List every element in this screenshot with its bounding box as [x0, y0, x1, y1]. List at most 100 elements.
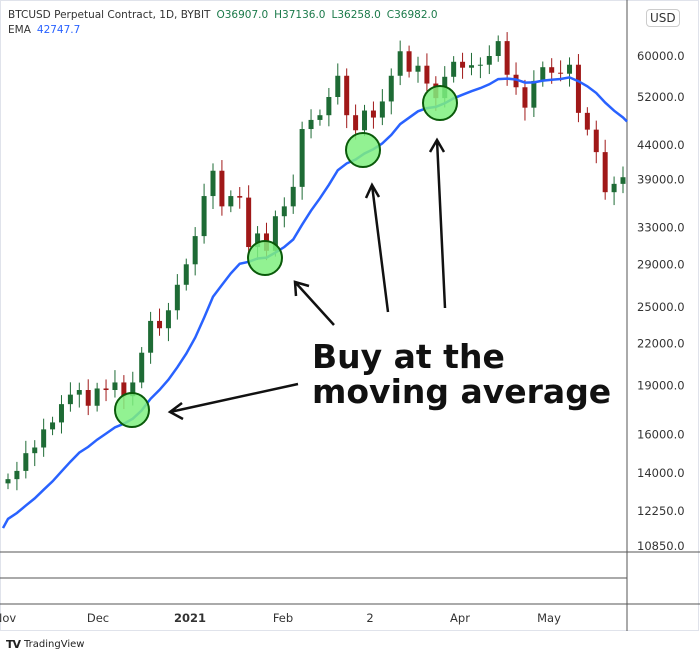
candle-body [237, 196, 243, 198]
chart-frame [0, 0, 699, 631]
x-tick-label: May [537, 611, 561, 625]
y-tick-label: 12250.0 [637, 504, 685, 518]
candle-body [246, 197, 252, 248]
candle-body [148, 320, 154, 353]
open-value: O36907.0 [216, 9, 269, 21]
candle-body [219, 170, 225, 207]
tradingview-logo[interactable]: TV TradingView [6, 638, 84, 651]
candle-body [558, 72, 564, 74]
x-tick-label: Apr [450, 611, 470, 625]
y-tick-label: 19000.0 [637, 378, 685, 392]
candle-body [415, 65, 421, 72]
candle-body [183, 264, 189, 285]
brand-name: TradingView [24, 639, 85, 650]
buy-point-marker [345, 132, 381, 168]
candle-body [139, 352, 145, 383]
candle-body [477, 64, 483, 66]
candle-body [522, 87, 528, 108]
candle-body [451, 61, 457, 77]
candle-body [611, 183, 617, 193]
candle-body [379, 101, 385, 118]
chart-legend: BTCUSD Perpetual Contract, 1D, BYBIT O369… [8, 8, 438, 38]
candle-body [575, 64, 581, 113]
candle-body [406, 51, 412, 72]
candle-body [130, 382, 136, 397]
candle-body [5, 479, 11, 484]
buy-point-marker [114, 392, 150, 428]
candle-body [165, 310, 171, 329]
candle-body [468, 65, 474, 68]
candle-body [174, 284, 180, 311]
annotation-line2: moving average [312, 372, 611, 411]
y-tick-label: 39000.0 [637, 172, 685, 186]
candle-body [460, 61, 466, 68]
candle-body [290, 186, 296, 207]
candle-body [495, 41, 501, 56]
y-tick-label: 60000.0 [637, 49, 685, 63]
candle-body [540, 67, 546, 81]
buy-point-marker [422, 85, 458, 121]
x-tick-label: Nov [0, 611, 16, 625]
ema-value: 42747.7 [36, 24, 81, 36]
candle-body [344, 75, 350, 116]
candle-body [272, 216, 278, 251]
annotation-line1: Buy at the [312, 337, 505, 376]
y-tick-label: 33000.0 [637, 220, 685, 234]
candle-body [362, 110, 368, 131]
ema-label: EMA [8, 24, 31, 36]
candle-body [121, 382, 127, 397]
buy-point-marker [247, 240, 283, 276]
y-tick-label: 22000.0 [637, 336, 685, 350]
currency-button[interactable]: USD [646, 9, 680, 27]
candle-body [513, 74, 519, 88]
symbol-title: BTCUSD Perpetual Contract, 1D, BYBIT [8, 9, 211, 21]
candle-body [201, 196, 207, 237]
candle-body [388, 75, 394, 102]
candle-body [50, 422, 56, 430]
high-value: H37136.0 [274, 9, 326, 21]
price-chart[interactable]: 60000.0 52000.0 44000.0 39000.0 33000.0 29000… [0, 0, 700, 640]
candle-body [326, 96, 332, 116]
candle-body [370, 110, 376, 118]
candle-body [549, 67, 555, 73]
x-tick-label: Feb [273, 611, 293, 625]
candle-body [23, 453, 29, 471]
candle-body [567, 64, 573, 74]
candle-body [255, 233, 261, 248]
x-tick-label: 2 [366, 611, 373, 625]
low-value: L36258.0 [331, 9, 381, 21]
y-tick-label: 16000.0 [637, 428, 685, 442]
candle-body [76, 390, 82, 395]
close-value: C36982.0 [386, 9, 438, 21]
candle-body [593, 129, 599, 153]
candle-body [602, 152, 608, 193]
candle-body [424, 65, 430, 84]
candle-body [41, 429, 47, 448]
candle-body [504, 41, 510, 75]
x-tick-label: Dec [87, 611, 109, 625]
candle-body [192, 236, 198, 265]
candle-body [317, 115, 323, 120]
y-tick-label: 14000.0 [637, 466, 685, 480]
candle-body [397, 51, 403, 76]
y-tick-label: 25000.0 [637, 300, 685, 314]
candle-body [335, 75, 341, 97]
candle-body [281, 206, 287, 217]
candle-body [620, 177, 626, 184]
candle-body [353, 115, 359, 131]
x-tick-label: 2021 [174, 611, 206, 625]
candle-body [228, 196, 234, 207]
candle-body [94, 388, 100, 406]
candle-body [32, 447, 38, 454]
candle-body [103, 388, 109, 391]
candle-body [112, 382, 118, 391]
candle-body [14, 470, 20, 480]
y-tick-label: 29000.0 [637, 257, 685, 271]
ema-line [1, 76, 628, 529]
candle-body [67, 394, 73, 405]
candle-body [85, 390, 91, 406]
y-tick-label: 44000.0 [637, 138, 685, 152]
y-tick-label: 10850.0 [637, 539, 685, 553]
candle-body [210, 170, 216, 197]
